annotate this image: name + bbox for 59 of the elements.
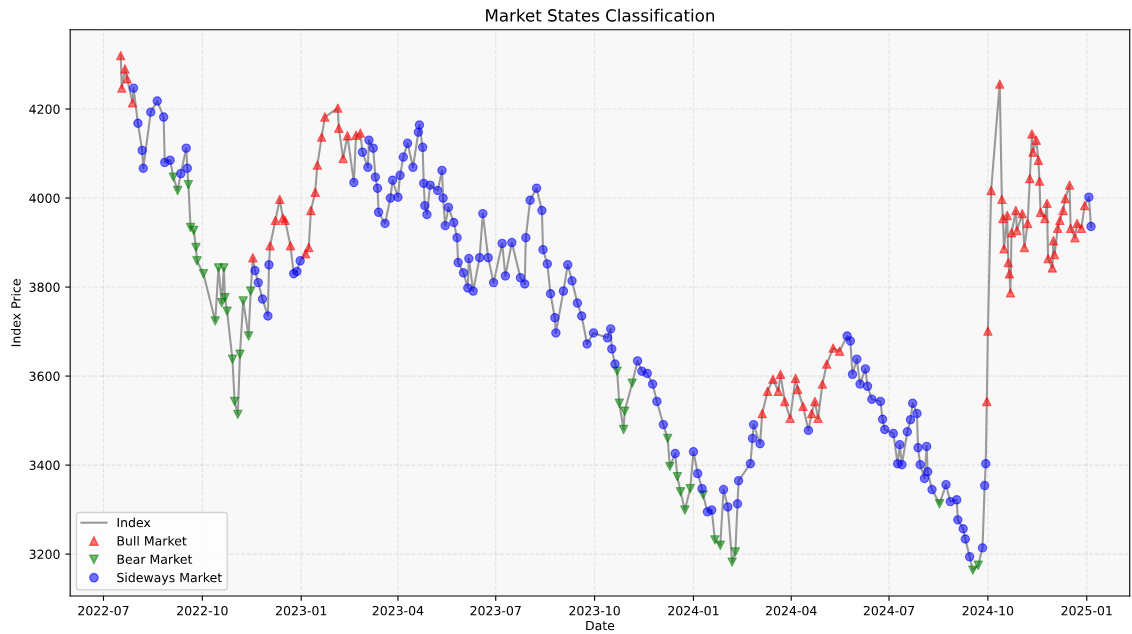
point xyxy=(168,172,179,182)
legend-label: Bull Market xyxy=(117,535,187,546)
point xyxy=(191,242,201,253)
point xyxy=(219,263,229,273)
x-tick-label: 2023-07 xyxy=(470,605,521,616)
point xyxy=(227,354,238,364)
x-tick-label: 2023-01 xyxy=(276,605,327,616)
point xyxy=(665,461,675,472)
x-tick-label: 2023-04 xyxy=(372,605,424,616)
point xyxy=(233,409,243,420)
point xyxy=(618,424,629,435)
x-tick-label: 2024-07 xyxy=(863,605,915,616)
point xyxy=(189,225,199,236)
legend-label: Sideways Market xyxy=(117,572,222,585)
y-tick-label: 3200 xyxy=(29,549,60,560)
y-tick-label: 3800 xyxy=(29,282,60,292)
x-axis-title: Date xyxy=(586,620,615,631)
point xyxy=(685,483,695,494)
point xyxy=(198,268,209,279)
point xyxy=(192,256,202,266)
point xyxy=(934,499,945,509)
y-axis-title: Index Price xyxy=(11,279,21,347)
x-tick-label: 2024-01 xyxy=(668,605,719,616)
point xyxy=(245,286,256,296)
point xyxy=(627,378,637,388)
point xyxy=(710,535,720,545)
point xyxy=(727,557,737,567)
point xyxy=(730,547,741,557)
point xyxy=(183,179,194,190)
x-tick-label: 2023-10 xyxy=(569,605,620,616)
y-tick-label: 3400 xyxy=(29,460,60,471)
point xyxy=(614,398,625,408)
point xyxy=(619,406,630,416)
x-tick-label: 2024-04 xyxy=(766,605,817,616)
point xyxy=(235,349,245,359)
x-tick-label: 2024-10 xyxy=(962,605,1014,616)
y-tick-label: 4200 xyxy=(29,104,60,114)
x-tick-label: 2022-10 xyxy=(177,605,228,616)
point xyxy=(222,306,232,316)
y-tick-label: 3600 xyxy=(29,371,60,382)
x-tick-label: 2025-01 xyxy=(1061,605,1112,616)
point xyxy=(973,560,983,570)
legend-label: Bear Market xyxy=(117,554,193,564)
point xyxy=(229,396,240,407)
point xyxy=(210,316,220,326)
point xyxy=(672,471,683,482)
point xyxy=(172,185,183,196)
point xyxy=(715,540,726,550)
point xyxy=(238,296,248,306)
point xyxy=(680,505,690,515)
point xyxy=(675,487,686,497)
point xyxy=(243,331,254,341)
point xyxy=(968,565,978,575)
chart-title: Market States Classification xyxy=(486,8,715,22)
point xyxy=(220,293,230,303)
y-tick-label: 4000 xyxy=(29,193,60,203)
x-tick-label: 2022-07 xyxy=(78,605,129,616)
point xyxy=(662,433,673,444)
legend-label: Index xyxy=(117,517,151,528)
